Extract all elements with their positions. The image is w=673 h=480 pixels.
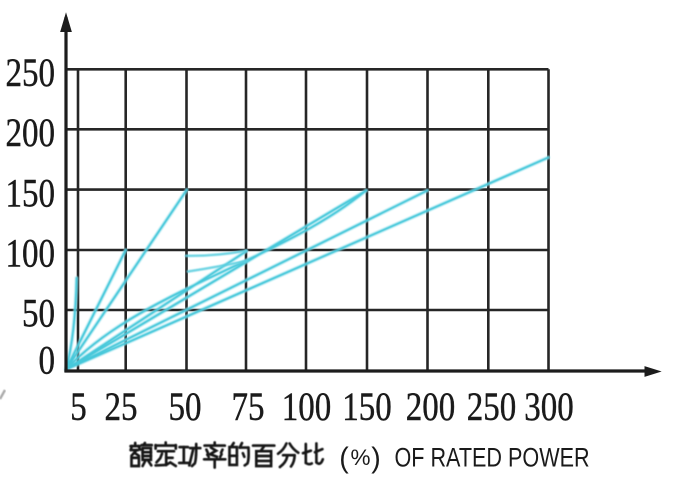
svg-text:100: 100: [282, 384, 331, 429]
svg-text:250: 250: [6, 50, 55, 95]
svg-text:): ): [371, 443, 381, 475]
svg-text:250: 250: [467, 384, 516, 429]
svg-text:300: 300: [524, 384, 573, 429]
svg-text:200: 200: [6, 110, 55, 155]
svg-text:75: 75: [232, 384, 265, 429]
svg-text:200: 200: [406, 384, 455, 429]
svg-text:5: 5: [70, 384, 86, 429]
svg-text:150: 150: [6, 170, 55, 215]
svg-text:100: 100: [6, 231, 55, 276]
svg-text:150: 150: [342, 384, 391, 429]
svg-text:%: %: [351, 445, 371, 470]
svg-text:(: (: [339, 443, 349, 475]
svg-text:0: 0: [39, 338, 55, 383]
svg-text:OF RATED POWER: OF RATED POWER: [394, 443, 589, 473]
svg-text:50: 50: [22, 291, 55, 336]
svg-text:50: 50: [168, 384, 201, 429]
svg-text:25: 25: [105, 384, 138, 429]
